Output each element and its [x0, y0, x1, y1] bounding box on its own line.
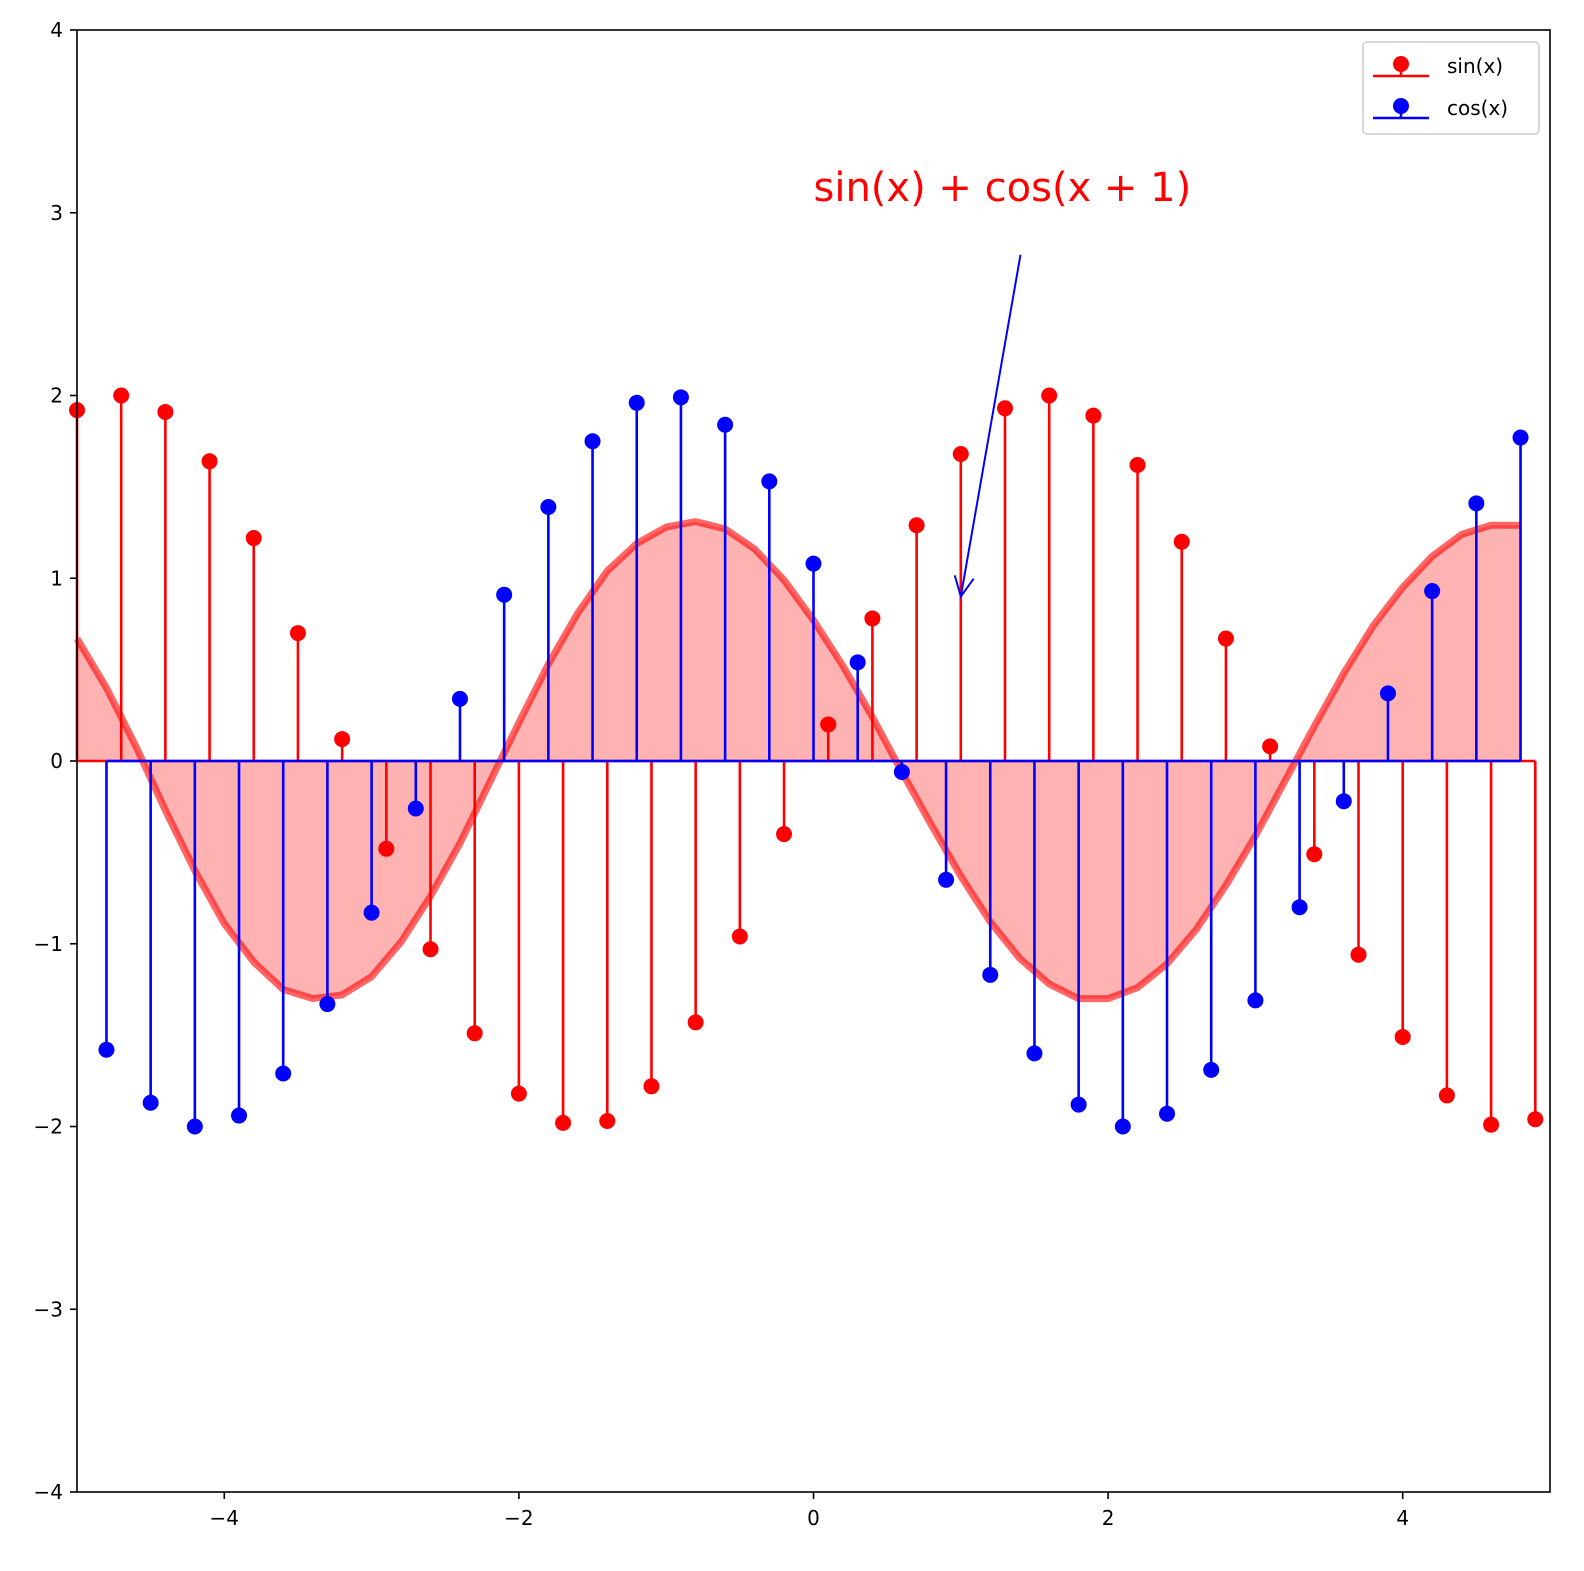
plot-area — [69, 387, 1544, 1135]
y-tick-label: −1 — [34, 932, 63, 956]
stem-series-1 — [98, 389, 1529, 1135]
x-tick-label: 4 — [1396, 1506, 1409, 1530]
stem-marker — [1159, 1105, 1176, 1122]
stem-marker — [1173, 533, 1190, 550]
stem-marker — [363, 904, 380, 921]
legend-entry-1: cos(x) — [1373, 96, 1508, 120]
y-tick-label: 0 — [50, 749, 63, 773]
y-tick-label: 1 — [50, 566, 63, 590]
stem-marker — [628, 394, 645, 411]
stem-marker — [1468, 495, 1485, 512]
stem-marker — [1394, 1028, 1411, 1045]
stem-marker — [555, 1114, 572, 1131]
stem-marker — [1217, 630, 1234, 647]
stem-marker — [893, 763, 910, 780]
stem-marker — [672, 389, 689, 406]
stem-marker — [1291, 899, 1308, 916]
stem-marker — [643, 1078, 660, 1095]
stem-marker — [1379, 685, 1396, 702]
stem-marker — [938, 871, 955, 888]
x-tick-label: −2 — [504, 1506, 533, 1530]
stem-marker — [289, 625, 306, 642]
stem-marker — [1350, 946, 1367, 963]
stem-marker — [1335, 793, 1352, 810]
y-tick-label: 4 — [50, 18, 63, 42]
stem-marker — [1424, 583, 1441, 600]
legend: sin(x) cos(x) — [1362, 41, 1540, 135]
x-tick-label: 2 — [1102, 1506, 1115, 1530]
stem-marker — [510, 1085, 527, 1102]
stem-marker — [1203, 1061, 1220, 1078]
stem-marker — [908, 517, 925, 534]
stem-marker — [466, 1025, 483, 1042]
stem-marker — [378, 840, 395, 857]
stem-marker — [142, 1094, 159, 1111]
stem-marker — [584, 433, 601, 450]
axes: −4 −2 0 2 4 −4 −3 −2 −1 0 1 2 3 4 — [34, 18, 1551, 1530]
stem-marker — [820, 716, 837, 733]
stem-marker — [761, 473, 778, 490]
legend-marker — [1393, 98, 1409, 114]
stem-marker — [496, 586, 513, 603]
stem-marker — [864, 610, 881, 627]
stem-marker — [952, 445, 969, 462]
stem-marker — [186, 1118, 203, 1135]
stem-marker — [717, 416, 734, 433]
stem-marker — [334, 731, 351, 748]
stem-marker — [275, 1065, 292, 1082]
stem-marker — [1247, 992, 1264, 1009]
stem-marker — [113, 387, 130, 404]
x-tick-label: −4 — [210, 1506, 239, 1530]
stem-marker — [1262, 738, 1279, 755]
stem-marker — [540, 498, 557, 515]
stem-marker — [776, 826, 793, 843]
curve-line — [73, 518, 1521, 1003]
stem-marker — [157, 403, 174, 420]
stem-marker — [245, 530, 262, 547]
stem-marker — [1114, 1118, 1131, 1135]
stem-marker — [451, 690, 468, 707]
annotation: sin(x) + cos(x + 1) — [814, 165, 1192, 599]
stem-marker — [98, 1041, 115, 1058]
y-tick-label: 2 — [50, 384, 63, 408]
stem-marker — [1129, 456, 1146, 473]
y-tick-label: 3 — [50, 201, 63, 225]
stem-marker — [687, 1014, 704, 1031]
stem-marker — [201, 453, 218, 470]
stem-marker — [1438, 1087, 1455, 1104]
stem-marker — [231, 1107, 248, 1124]
stem-marker — [1306, 846, 1323, 863]
stem-marker — [805, 555, 822, 572]
stem-marker — [319, 996, 336, 1013]
y-tick-label: −2 — [34, 1115, 63, 1139]
annotation-arrow-shaft — [959, 254, 1022, 597]
stem-marker — [1527, 1111, 1544, 1128]
legend-label: cos(x) — [1447, 96, 1508, 120]
x-tick-label: 0 — [807, 1506, 820, 1530]
y-tick-label: −3 — [34, 1297, 63, 1321]
stem-marker — [849, 654, 866, 671]
stem-marker — [982, 966, 999, 983]
stem-marker — [1483, 1116, 1500, 1133]
annotation-arrow-head — [953, 575, 975, 599]
stem-marker — [1070, 1096, 1087, 1113]
stem-marker — [407, 800, 424, 817]
annotation-label: sin(x) + cos(x + 1) — [814, 165, 1192, 211]
legend-marker — [1393, 56, 1409, 72]
stem-marker — [1512, 429, 1529, 446]
stem-marker — [1085, 407, 1102, 424]
stem-marker — [422, 941, 439, 958]
stem-marker — [731, 928, 748, 945]
legend-label: sin(x) — [1447, 54, 1503, 78]
legend-entry-0: sin(x) — [1373, 54, 1503, 78]
stem-marker — [1026, 1045, 1043, 1062]
stem-marker — [1041, 387, 1058, 404]
y-tick-label: −4 — [34, 1480, 63, 1504]
stem-marker — [599, 1113, 616, 1130]
stem-marker — [996, 400, 1013, 417]
